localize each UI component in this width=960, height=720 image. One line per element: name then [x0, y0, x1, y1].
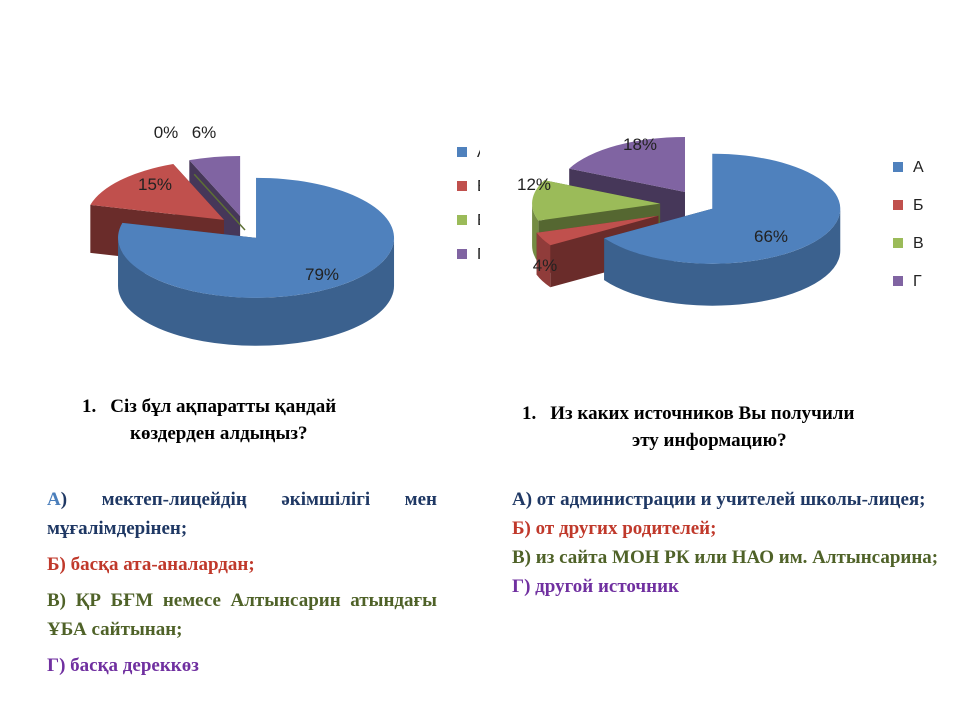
- legend-label: А: [477, 144, 480, 161]
- data-label: 79%: [305, 265, 339, 284]
- pie-slice-В: [532, 180, 661, 221]
- pie-slice-edge: [118, 237, 395, 346]
- data-label: 4%: [533, 256, 558, 275]
- question-line-2: көздерден алдыңыз?: [130, 423, 308, 444]
- question-kazakh: 1. Сіз бұл ақпаратты қандай көздерден алд…: [82, 393, 422, 447]
- data-label: 6%: [192, 123, 217, 142]
- data-label: 0%: [154, 123, 179, 142]
- pie-slice-Г: [569, 136, 685, 192]
- question-line-1: Сіз бұл ақпаратты қандай: [110, 396, 337, 417]
- pie-slice-Г: [189, 155, 241, 216]
- pie-tops: [532, 136, 841, 264]
- pie-slice-edge: [604, 208, 841, 306]
- legend-swatch: [893, 162, 903, 172]
- legend-label: А: [913, 159, 924, 176]
- answer-v: В) из сайта МОН РК или НАО им. Алтынсари…: [512, 547, 939, 568]
- pie-slice-edge: [536, 232, 551, 288]
- legend-swatch: [457, 249, 467, 259]
- pie-chart-russian: 66% 4% 12% 18% А Б В Г: [517, 135, 924, 306]
- question-line-1: Из каких источников Вы получили: [550, 403, 855, 424]
- data-label: 66%: [754, 227, 788, 246]
- question-line-2: эту информацию?: [632, 430, 787, 451]
- legend-swatch: [893, 276, 903, 286]
- legend-swatch: [457, 215, 467, 225]
- question-number: 1.: [522, 403, 537, 424]
- legend-label: В: [477, 212, 480, 229]
- answer-b: Б) басқа ата-аналардан;: [47, 554, 255, 575]
- answer-g: Г) басқа дереккөз: [47, 655, 199, 676]
- answers-kazakh: А) мектеп-лицейдің әкімшілігі мен мұғалі…: [47, 485, 437, 680]
- legend-label: Г: [913, 273, 922, 290]
- answer-a: А) мектеп-лицейдің әкімшілігі мен мұғалі…: [47, 485, 437, 543]
- data-label: 15%: [138, 175, 172, 194]
- legend-label: Б: [477, 178, 480, 195]
- answer-a-letter: А: [47, 489, 61, 510]
- answers-russian: А) от администрации и учителей школы-лиц…: [512, 485, 949, 601]
- legend-label: Г: [477, 246, 480, 263]
- legend-swatch: [457, 147, 467, 157]
- legend: А Б В Г: [893, 159, 924, 290]
- pie-slice-Б: [536, 215, 659, 246]
- pie-slice-А: [604, 153, 841, 264]
- legend-swatch: [893, 238, 903, 248]
- pie-slice-А: [118, 177, 395, 298]
- data-label: 18%: [623, 135, 657, 154]
- answer-b: Б) от других родителей;: [512, 518, 717, 539]
- legend-label: В: [913, 235, 924, 252]
- pie-slice-Б: [90, 164, 224, 220]
- answer-a: А) от администрации и учителей школы-лиц…: [512, 489, 926, 510]
- answer-a-text: ) мектеп-лицейдің әкімшілігі мен мұғалім…: [47, 489, 437, 539]
- data-label: 12%: [517, 175, 551, 194]
- question-number: 1.: [82, 396, 97, 417]
- pie-tops: [90, 155, 395, 298]
- question-russian: 1. Из каких источников Вы получили эту ин…: [522, 400, 952, 454]
- legend-swatch: [457, 181, 467, 191]
- legend-label: Б: [913, 197, 924, 214]
- pie-slice-zero: [193, 173, 246, 231]
- answer-v: В) ҚР БҒМ немесе Алтынсарин атындағы ҰБА…: [47, 590, 437, 640]
- legend-swatch: [893, 200, 903, 210]
- answer-g: Г) другой источник: [512, 576, 679, 597]
